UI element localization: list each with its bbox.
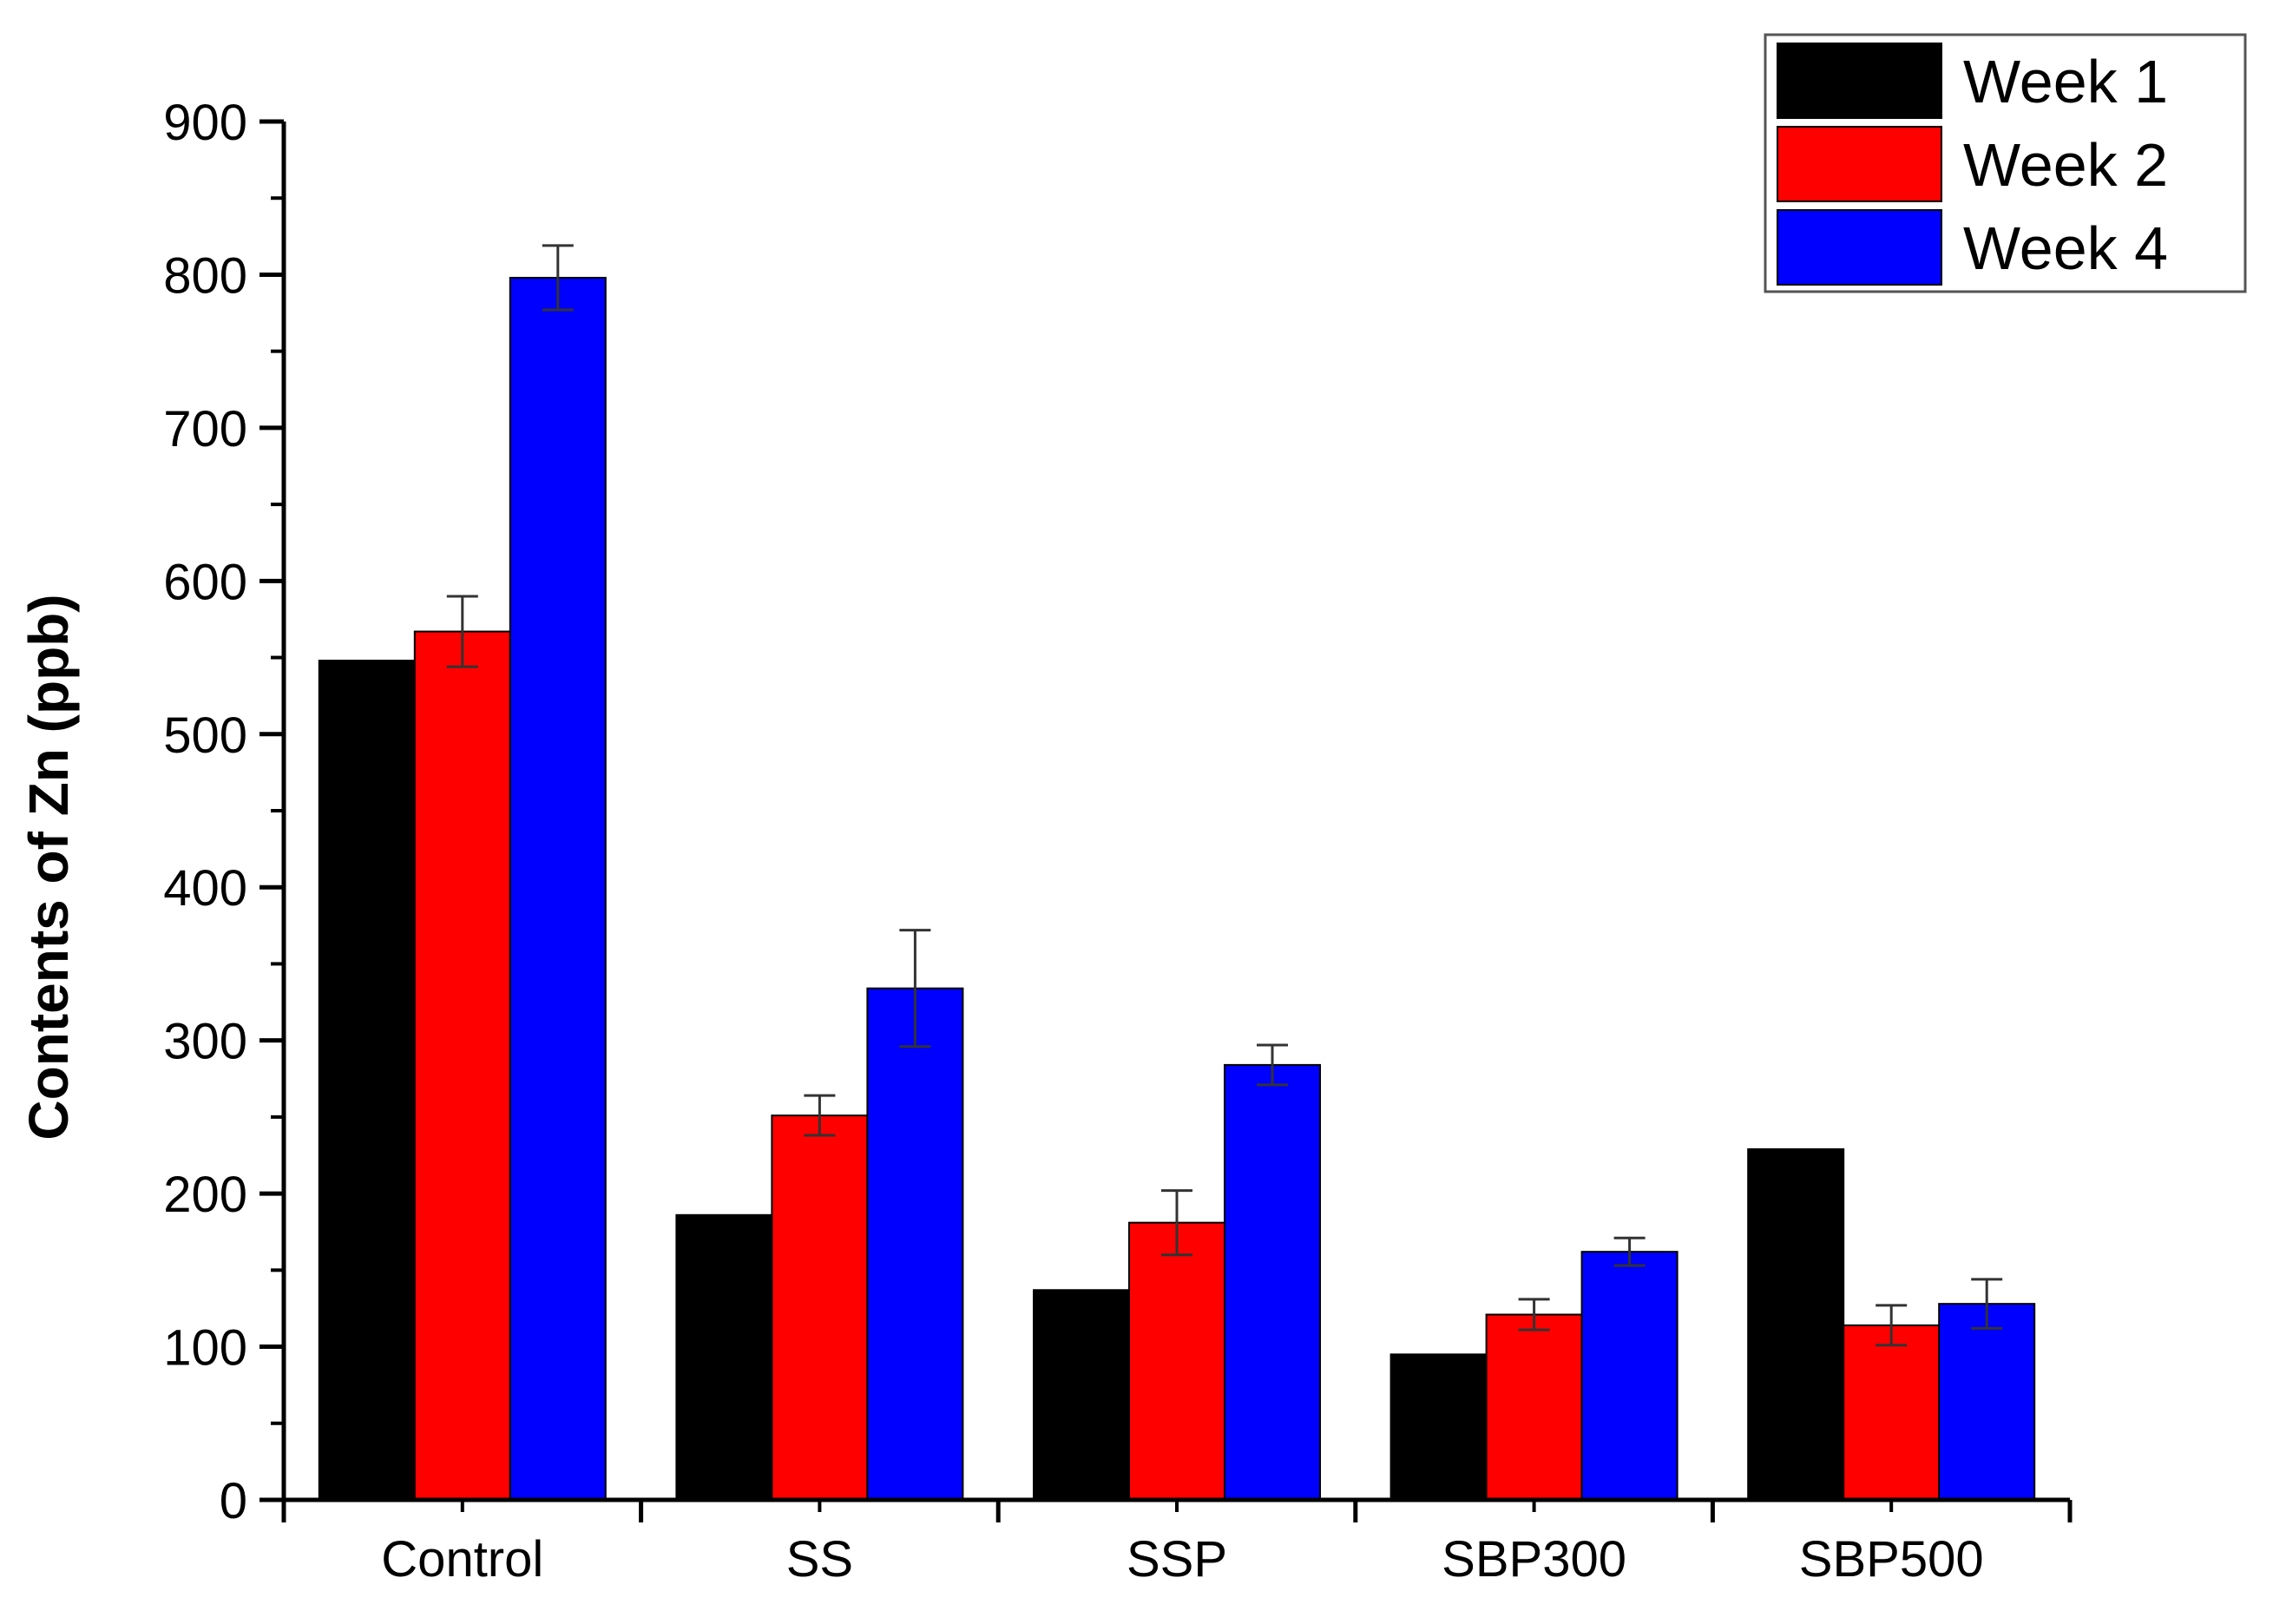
legend-label: Week 1	[1963, 48, 2168, 115]
y-tick-label: 600	[163, 554, 247, 610]
y-tick-label: 200	[163, 1167, 247, 1223]
bar	[771, 1114, 869, 1501]
y-axis-title: Contents of Zn (ppb)	[17, 594, 80, 1140]
bar	[1224, 1063, 1321, 1502]
bar	[1938, 1303, 2036, 1502]
bar	[509, 276, 607, 1501]
y-tick-label: 0	[220, 1473, 247, 1529]
y-tick-label: 300	[163, 1014, 247, 1070]
y-tick-label: 100	[163, 1320, 247, 1377]
bar	[1128, 1221, 1225, 1501]
y-tick-label: 700	[163, 401, 247, 457]
bar	[413, 630, 511, 1501]
y-tick-label: 800	[163, 247, 247, 304]
bar	[866, 987, 964, 1501]
bar	[318, 660, 416, 1501]
legend-swatch	[1777, 126, 1942, 202]
bar	[1843, 1324, 1941, 1502]
legend-label: Week 4	[1963, 214, 2168, 282]
y-tick-label: 500	[163, 707, 247, 764]
bar	[1033, 1289, 1130, 1501]
bars-group	[318, 276, 2036, 1502]
x-tick-label: SBP500	[1799, 1531, 1984, 1588]
y-tick-label: 400	[163, 860, 247, 917]
x-axis-ticks: Control SS SSP SBP300 SBP500	[281, 1500, 2073, 1588]
y-axis-ticks: 0 100 200 300 400 500 600 700 800 900	[163, 95, 284, 1529]
bar	[1485, 1313, 1583, 1501]
x-tick-label: SS	[786, 1531, 853, 1588]
x-tick-label: SSP	[1127, 1531, 1227, 1588]
error-bars-group	[446, 244, 2003, 1347]
legend: Week 1 Week 2 Week 4	[1764, 33, 2247, 293]
bar	[1389, 1353, 1488, 1502]
legend-swatch	[1777, 43, 1942, 119]
bar	[675, 1213, 773, 1502]
y-tick-label: 900	[163, 95, 247, 151]
legend-swatch	[1777, 209, 1942, 286]
bar	[1747, 1147, 1845, 1502]
legend-label: Week 2	[1963, 131, 2168, 199]
bar	[1580, 1251, 1678, 1502]
x-tick-label: Control	[381, 1531, 543, 1588]
x-tick-label: SBP300	[1442, 1531, 1626, 1588]
